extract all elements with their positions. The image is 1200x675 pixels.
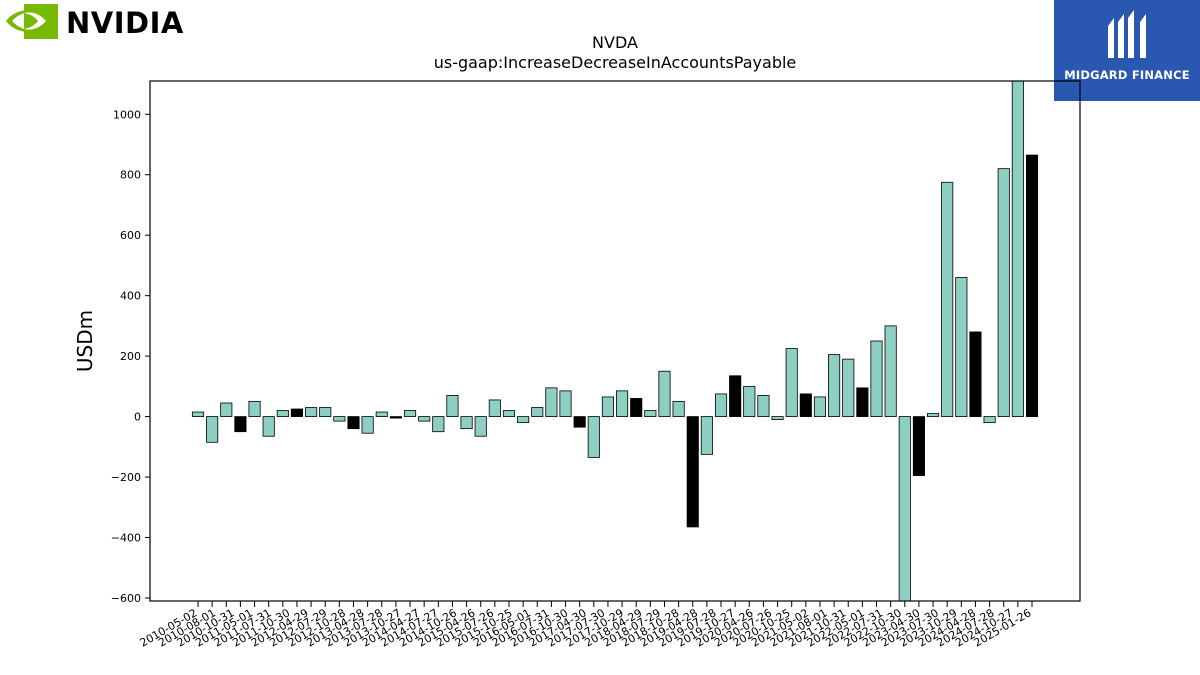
bar [234, 416, 247, 433]
bar [488, 399, 501, 417]
bar [700, 416, 713, 455]
bar [531, 407, 544, 417]
bar [799, 393, 812, 417]
y-axis: −600 −400 −200 0 200 400 600 800 1000 [111, 108, 150, 605]
bar [333, 416, 346, 422]
midgard-wordmark: MIDGARD FINANCE [1064, 68, 1190, 82]
bar [432, 416, 445, 433]
chart-title: NVDA [592, 33, 638, 52]
bar [262, 416, 275, 437]
bar [206, 416, 219, 443]
bar [813, 396, 827, 417]
chart-subtitle: us-gaap:IncreaseDecreaseInAccountsPayabl… [434, 53, 797, 72]
bar [969, 331, 982, 417]
y-tick-label: 200 [120, 350, 141, 363]
bar [305, 407, 318, 417]
x-axis: 2010-05-022010-08-012010-10-312011-05-01… [138, 601, 1034, 650]
bar [856, 387, 869, 417]
bar [644, 410, 657, 417]
bar [714, 393, 728, 417]
bar [616, 390, 629, 417]
y-tick-label: 1000 [113, 108, 141, 121]
bar [757, 395, 770, 417]
bar [418, 416, 431, 422]
midgard-finance-logo: MIDGARD FINANCE [1054, 0, 1200, 101]
y-tick-label: −400 [111, 532, 141, 545]
bar [276, 410, 289, 417]
nvidia-wordmark: NVIDIA [66, 6, 184, 40]
bar [460, 416, 473, 430]
nvidia-logo: NVIDIA [4, 4, 194, 42]
y-tick-label: −200 [111, 471, 141, 484]
bar [630, 398, 643, 417]
bar [361, 416, 374, 434]
bar [771, 416, 784, 420]
bar [559, 390, 572, 417]
bar [375, 411, 388, 417]
y-axis-label: USDm [73, 310, 97, 372]
y-tick-label: −600 [111, 592, 141, 605]
bar [474, 416, 487, 437]
bar [927, 413, 940, 417]
bar [743, 385, 756, 417]
bar [389, 416, 402, 419]
y-tick-label: 0 [134, 411, 141, 424]
bar [785, 348, 798, 417]
bar [347, 416, 360, 430]
bar [587, 416, 600, 458]
bar [983, 416, 996, 424]
bar [1025, 154, 1039, 417]
bar [1011, 80, 1024, 417]
bar [941, 181, 954, 417]
bar [502, 410, 516, 417]
bar [997, 168, 1010, 417]
bar [898, 416, 911, 602]
y-tick-label: 800 [120, 169, 141, 182]
bar [672, 401, 685, 417]
bar [248, 401, 261, 417]
nvidia-eye-icon [6, 4, 58, 39]
bar [884, 325, 897, 417]
bar [729, 375, 742, 417]
bar [220, 402, 233, 417]
bars-layer [191, 80, 1039, 602]
bar [403, 410, 417, 417]
bar [601, 396, 614, 417]
bar [191, 411, 205, 417]
bar [290, 408, 304, 417]
bar [870, 340, 883, 417]
bar [955, 277, 968, 417]
bar [517, 416, 530, 424]
bar [912, 416, 925, 476]
y-tick-label: 600 [120, 229, 141, 242]
bar [658, 370, 671, 417]
plot-frame [149, 80, 1081, 602]
midgard-emblem-icon [1108, 10, 1146, 58]
bar [573, 416, 586, 428]
bar [319, 407, 332, 417]
bar [828, 354, 841, 417]
bar [842, 358, 855, 417]
y-tick-label: 400 [120, 290, 141, 303]
bar [686, 416, 699, 528]
bar [545, 387, 558, 417]
bar [446, 395, 459, 417]
